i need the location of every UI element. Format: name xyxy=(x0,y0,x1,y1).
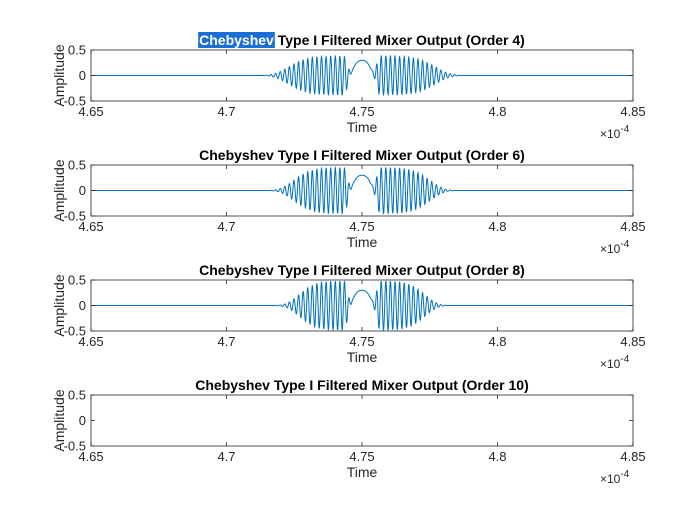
x-axis-label: Time xyxy=(347,349,378,365)
highlighted-title-word[interactable]: Chebyshev xyxy=(199,32,274,48)
y-tick-label: 0.5 xyxy=(68,273,86,288)
x-tick-label: 4.65 xyxy=(78,449,103,464)
y-tick-label: -0.5 xyxy=(64,94,86,109)
x-tick-label: 4.65 xyxy=(78,104,103,119)
y-tick-label: 0.5 xyxy=(68,158,86,173)
x-tick-label: 4.75 xyxy=(349,104,374,119)
y-tick-label: -0.5 xyxy=(64,439,86,454)
subplot-3: 4.65 4.7 4.75 4.8 4.85 0.5 0 -0.5 Chebyshev Type… xyxy=(51,262,646,371)
series-line xyxy=(91,165,633,216)
x-exponent-label: ×10-4 xyxy=(600,124,630,141)
y-tick-label: -0.5 xyxy=(64,324,86,339)
x-tick-label: 4.8 xyxy=(488,219,506,234)
y-tick-label: 0 xyxy=(79,183,86,198)
y-tick-label: 0 xyxy=(79,298,86,313)
y-tick-label: 0.5 xyxy=(68,43,86,58)
x-tick-label: 4.8 xyxy=(488,334,506,349)
y-tick-label: 0 xyxy=(79,68,86,83)
x-tick-label: 4.85 xyxy=(620,334,645,349)
x-tick-label: 4.7 xyxy=(217,449,235,464)
y-axis-label: Amplitude xyxy=(51,274,67,336)
x-tick-label: 4.7 xyxy=(217,334,235,349)
axes-box xyxy=(90,394,634,447)
y-tick-label: -0.5 xyxy=(64,209,86,224)
y-axis-label: Amplitude xyxy=(51,159,67,221)
subplot-2: 4.65 4.7 4.75 4.8 4.85 0.5 0 -0.5 Chebyshev Type… xyxy=(51,147,646,256)
x-tick-label: 4.85 xyxy=(620,219,645,234)
subplot-1: 4.65 4.7 4.75 4.8 4.85 0.5 0 -0.5 Chebyshev Type… xyxy=(51,32,646,141)
x-tick-label: 4.8 xyxy=(488,104,506,119)
x-tick-label: 4.85 xyxy=(620,449,645,464)
y-axis-label: Amplitude xyxy=(51,389,67,451)
chart-title: Chebyshev Type I Filtered Mixer Output (… xyxy=(199,32,525,48)
text-selection-highlight xyxy=(198,32,275,48)
x-exponent-label: ×10-4 xyxy=(600,469,630,486)
x-tick-label: 4.8 xyxy=(488,449,506,464)
y-axis-label: Amplitude xyxy=(51,44,67,106)
x-tick-label: 4.65 xyxy=(78,219,103,234)
series-line xyxy=(91,280,633,332)
chart-title: Chebyshev Type I Filtered Mixer Output (… xyxy=(195,377,528,393)
x-tick-label: 4.85 xyxy=(620,104,645,119)
x-tick-label: 4.7 xyxy=(217,104,235,119)
chart-title: Chebyshev Type I Filtered Mixer Output (… xyxy=(199,262,525,278)
x-axis-label: Time xyxy=(347,119,378,135)
y-tick-label: 0 xyxy=(79,413,86,428)
x-tick-label: 4.75 xyxy=(349,219,374,234)
x-tick-label: 4.7 xyxy=(217,219,235,234)
x-axis-label: Time xyxy=(347,464,378,480)
x-axis-label: Time xyxy=(347,234,378,250)
x-exponent-label: ×10-4 xyxy=(600,239,630,256)
series-line xyxy=(91,54,633,97)
chart-title: Chebyshev Type I Filtered Mixer Output (… xyxy=(199,147,525,163)
x-tick-label: 4.75 xyxy=(349,449,374,464)
x-exponent-label: ×10-4 xyxy=(600,354,630,371)
x-tick-label: 4.65 xyxy=(78,334,103,349)
subplot-4: 4.65 4.7 4.75 4.8 4.85 0.5 0 -0.5 Chebyshev Type… xyxy=(51,377,646,486)
x-tick-label: 4.75 xyxy=(349,334,374,349)
y-tick-label: 0.5 xyxy=(68,388,86,403)
